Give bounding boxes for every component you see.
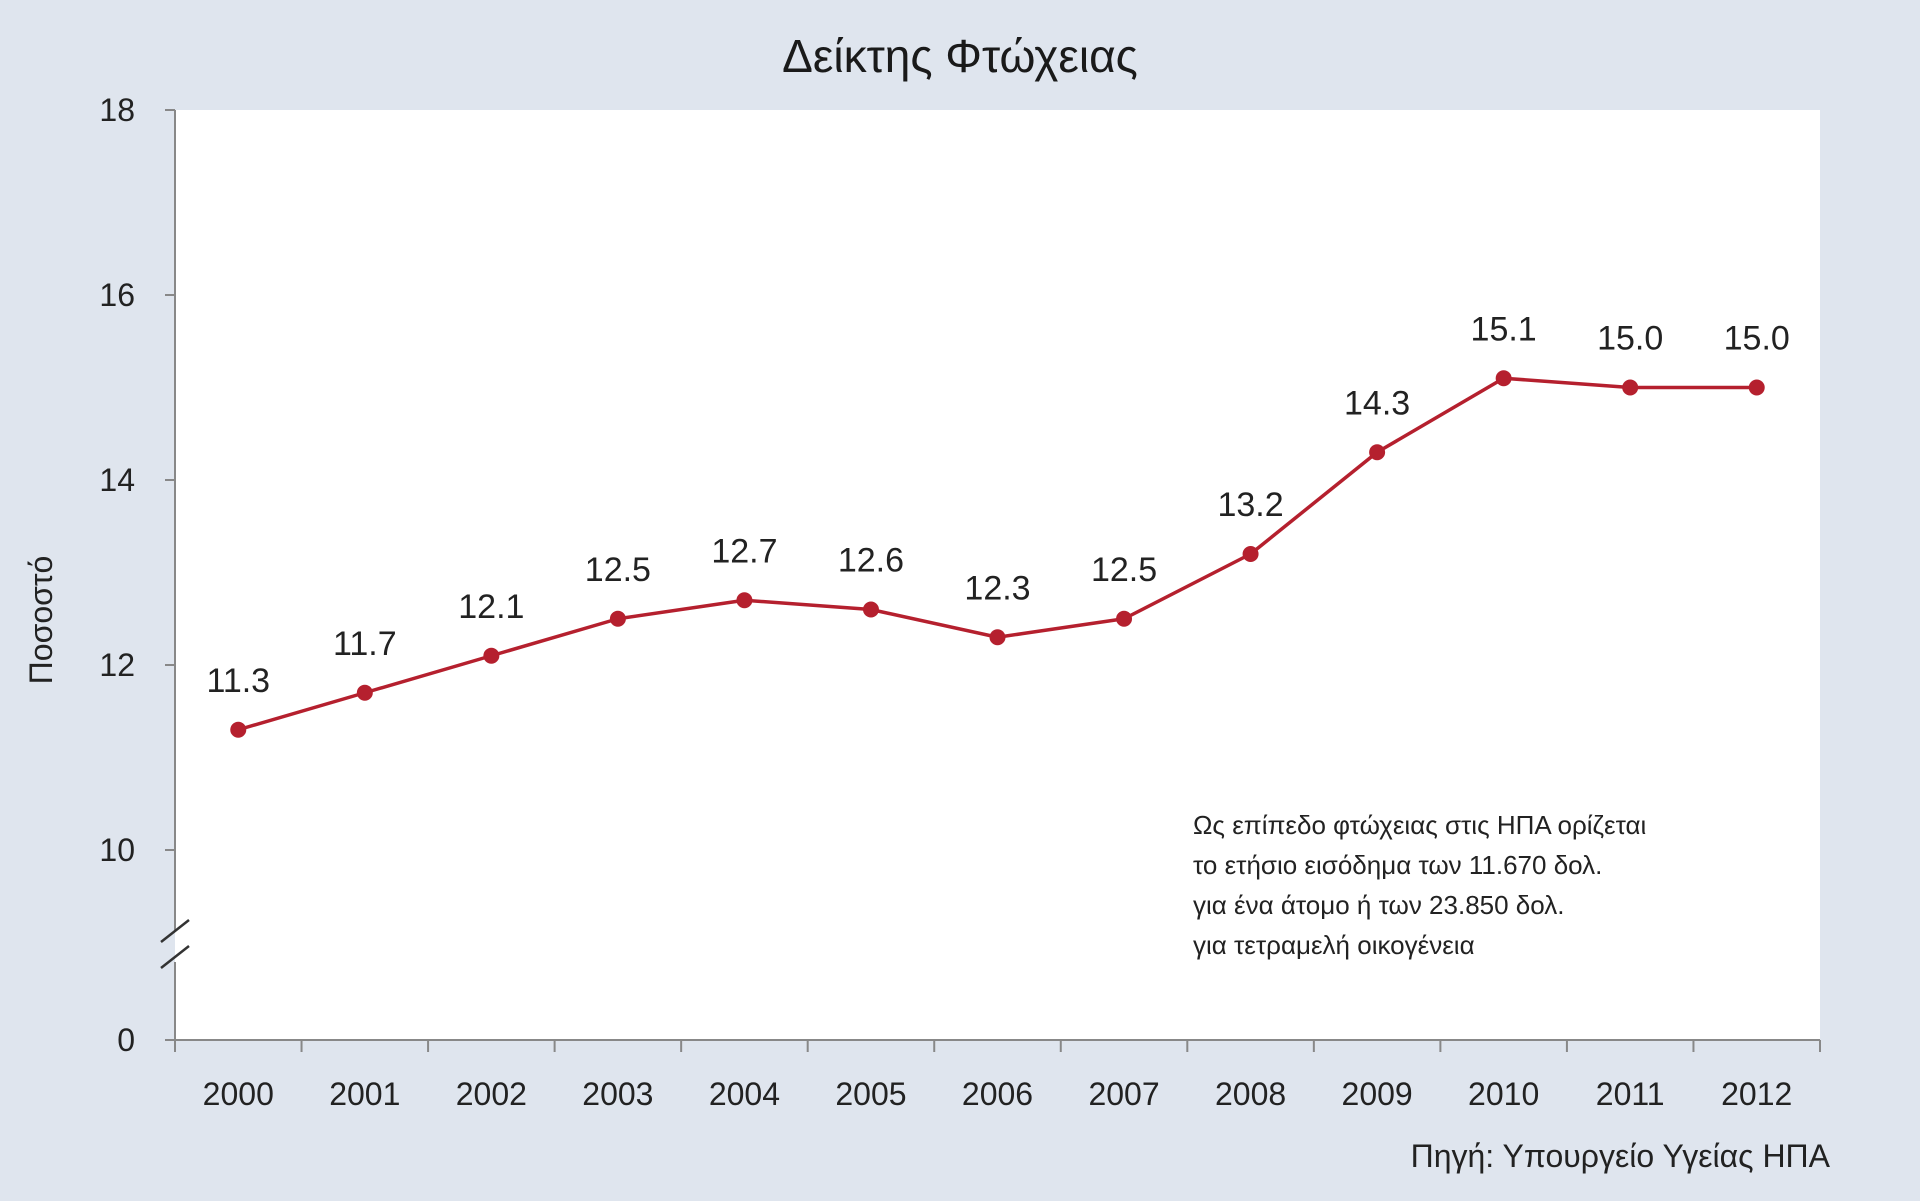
- y-tick-label: 10: [99, 832, 135, 868]
- series-line: [230, 370, 1765, 738]
- data-point: [483, 647, 500, 664]
- data-point: [1622, 379, 1639, 396]
- data-label: 11.3: [206, 662, 270, 700]
- axis-break-mark: [160, 919, 190, 943]
- data-point: [609, 610, 626, 627]
- annotation-line: για τετραμελή οικογένεια: [1193, 930, 1475, 960]
- y-tick-label: 18: [99, 92, 135, 128]
- x-tick-label: 2011: [1596, 1076, 1665, 1112]
- data-label: 14.3: [1344, 384, 1410, 422]
- data-point: [1242, 546, 1259, 562]
- data-point: [1369, 444, 1386, 461]
- data-label: 12.1: [458, 588, 524, 626]
- data-label: 11.7: [333, 625, 397, 663]
- data-point: [230, 721, 247, 738]
- source-note: Πηγή: Υπουργείο Υγείας ΗΠΑ: [1411, 1138, 1831, 1174]
- axes: [160, 110, 1820, 1041]
- data-point: [862, 601, 879, 618]
- annotation-line: για ένα άτομο ή των 23.850 δολ.: [1193, 890, 1564, 920]
- y-tick-label: 12: [99, 647, 135, 683]
- x-axis-ticks: 2000 2001 2002 2003 2004 2005 2006 2007 2008 2009…: [174, 1040, 1821, 1112]
- data-point: [1748, 379, 1765, 396]
- data-label: 12.7: [711, 532, 777, 570]
- y-tick-label: 14: [99, 462, 135, 498]
- data-label: 15.1: [1471, 310, 1537, 348]
- data-point: [989, 629, 1006, 646]
- data-label: 12.5: [585, 551, 651, 589]
- x-tick-label: 2008: [1215, 1076, 1286, 1112]
- data-label: 12.6: [838, 542, 904, 580]
- data-label: 12.3: [964, 569, 1030, 607]
- x-tick-label: 2009: [1342, 1076, 1413, 1112]
- annotation-line: το ετήσιο εισόδημα των 11.670 δολ.: [1193, 850, 1602, 880]
- x-tick-label: 2005: [835, 1076, 906, 1112]
- data-point: [1116, 610, 1133, 627]
- chart-title: Δείκτης Φτώχειας: [782, 30, 1138, 82]
- y-axis-label: Ποσοστό: [23, 556, 59, 685]
- x-tick-label: 2006: [962, 1076, 1033, 1112]
- data-label: 15.0: [1724, 320, 1790, 358]
- y-axis-ticks: 0 10 12 14 16 18: [99, 92, 175, 1058]
- plot-area: [175, 110, 1820, 1040]
- x-tick-label: 2007: [1088, 1076, 1159, 1112]
- data-point: [736, 592, 753, 609]
- annotation-note: Ως επίπεδο φτώχειας στις ΗΠΑ ορίζεται το…: [1193, 810, 1647, 960]
- x-tick-label: 2012: [1721, 1076, 1792, 1112]
- data-label: 15.0: [1597, 320, 1663, 358]
- x-tick-label: 2001: [329, 1076, 400, 1112]
- x-tick-label: 2010: [1468, 1076, 1539, 1112]
- y-tick-label: 16: [99, 277, 135, 313]
- data-label: 13.2: [1217, 486, 1283, 524]
- x-tick-label: 2004: [709, 1076, 780, 1112]
- data-label: 12.5: [1091, 551, 1157, 589]
- data-labels: 11.3 11.7 12.1 12.5 12.7 12.6 12.3 12.5 13.2 14.3…: [206, 310, 1789, 700]
- x-tick-label: 2000: [203, 1076, 274, 1112]
- annotation-line: Ως επίπεδο φτώχειας στις ΗΠΑ ορίζεται: [1193, 810, 1647, 840]
- axis-break-mark: [160, 945, 190, 969]
- data-point: [356, 684, 373, 701]
- x-tick-label: 2003: [582, 1076, 653, 1112]
- x-tick-label: 2002: [456, 1076, 527, 1112]
- data-point: [1495, 370, 1512, 387]
- y-tick-label: 0: [117, 1022, 135, 1058]
